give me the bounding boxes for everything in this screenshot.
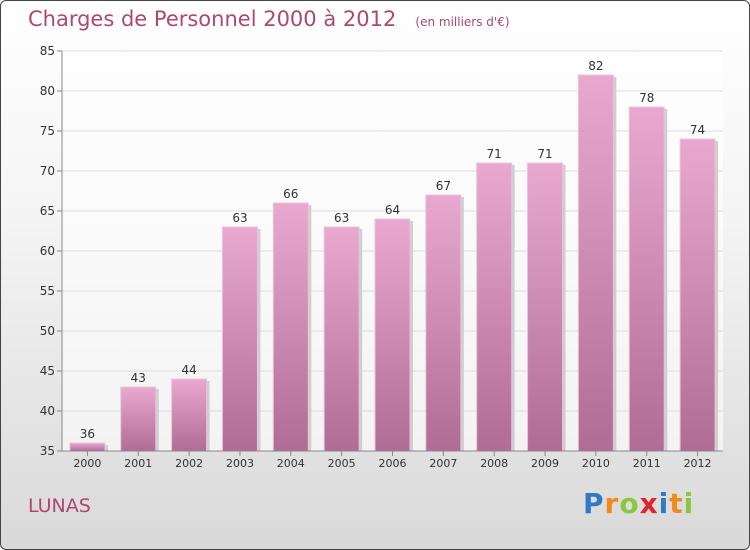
bar-value-label: 74 <box>690 123 705 137</box>
x-tick-label: 2004 <box>277 457 305 470</box>
x-tick-label: 2005 <box>328 457 356 470</box>
bar-value-label: 66 <box>283 187 298 201</box>
bar <box>69 442 106 452</box>
bar-value-label: 67 <box>436 179 451 193</box>
region-label: LUNAS <box>28 495 91 517</box>
x-tick-label: 2007 <box>429 457 457 470</box>
y-tick-label: 80 <box>40 84 55 98</box>
bar <box>425 194 462 452</box>
bar <box>527 162 564 452</box>
bar <box>374 218 411 452</box>
x-tick-label: 2010 <box>582 457 610 470</box>
y-tick-label: 45 <box>40 364 55 378</box>
bar-value-label: 63 <box>232 211 247 225</box>
chart-title: Charges de Personnel 2000 à 2012 <box>28 7 397 31</box>
bar <box>120 386 157 452</box>
bar-value-label: 44 <box>181 363 196 377</box>
logo-letter: i <box>658 487 670 520</box>
bar-value-label: 36 <box>80 427 95 441</box>
bars <box>69 74 719 452</box>
y-tick-label: 35 <box>40 444 55 458</box>
bar <box>171 378 208 452</box>
y-tick-label: 75 <box>40 124 55 138</box>
x-tick-label: 2012 <box>684 457 712 470</box>
bar-value-label: 71 <box>537 147 552 161</box>
x-tick-label: 2006 <box>379 457 407 470</box>
x-tick-label: 2011 <box>633 457 661 470</box>
logo-letter: r <box>604 487 620 520</box>
bar <box>679 138 716 452</box>
x-tick-label: 2003 <box>226 457 254 470</box>
bar-value-label: 43 <box>131 371 146 385</box>
x-tick-label: 2008 <box>480 457 508 470</box>
y-tick-label: 40 <box>40 404 55 418</box>
y-tick-label: 60 <box>40 244 55 258</box>
logo-letter: P <box>583 487 605 520</box>
logo-letter: o <box>619 487 640 520</box>
bar-value-label: 63 <box>334 211 349 225</box>
bar <box>221 226 258 452</box>
x-tick-label: 2000 <box>73 457 101 470</box>
x-tick-label: 2002 <box>175 457 203 470</box>
bar-value-label: 71 <box>487 147 502 161</box>
y-tick-label: 50 <box>40 324 55 338</box>
y-tick-label: 65 <box>40 204 55 218</box>
chart-subtitle: (en milliers d'€) <box>415 15 510 29</box>
logo-letter: t <box>669 487 684 520</box>
bar <box>323 226 360 452</box>
logo-letter: i <box>683 487 695 520</box>
x-tick-label: 2001 <box>124 457 152 470</box>
bar <box>476 162 513 452</box>
bar <box>272 202 309 452</box>
y-tick-label: 70 <box>40 164 55 178</box>
axes: 35 40 45 50 55 60 65 70 75 80 85 2000 2001 2002 2003 20… <box>40 44 723 470</box>
bar-value-label: 64 <box>385 203 400 217</box>
proxiti-logo: Proxiti <box>583 487 694 520</box>
bar-value-label: 78 <box>639 91 654 105</box>
y-tick-label: 55 <box>40 284 55 298</box>
bar-value-label: 82 <box>588 59 603 73</box>
chart-title-block: Charges de Personnel 2000 à 2012 (en mil… <box>28 7 510 31</box>
bar <box>577 74 614 452</box>
bar <box>628 106 665 452</box>
labels: 36 43 44 63 66 63 64 67 71 71 82 78 74 <box>80 59 705 441</box>
logo-letter: x <box>639 487 659 520</box>
x-tick-label: 2009 <box>531 457 559 470</box>
y-tick-label: 85 <box>40 44 55 58</box>
